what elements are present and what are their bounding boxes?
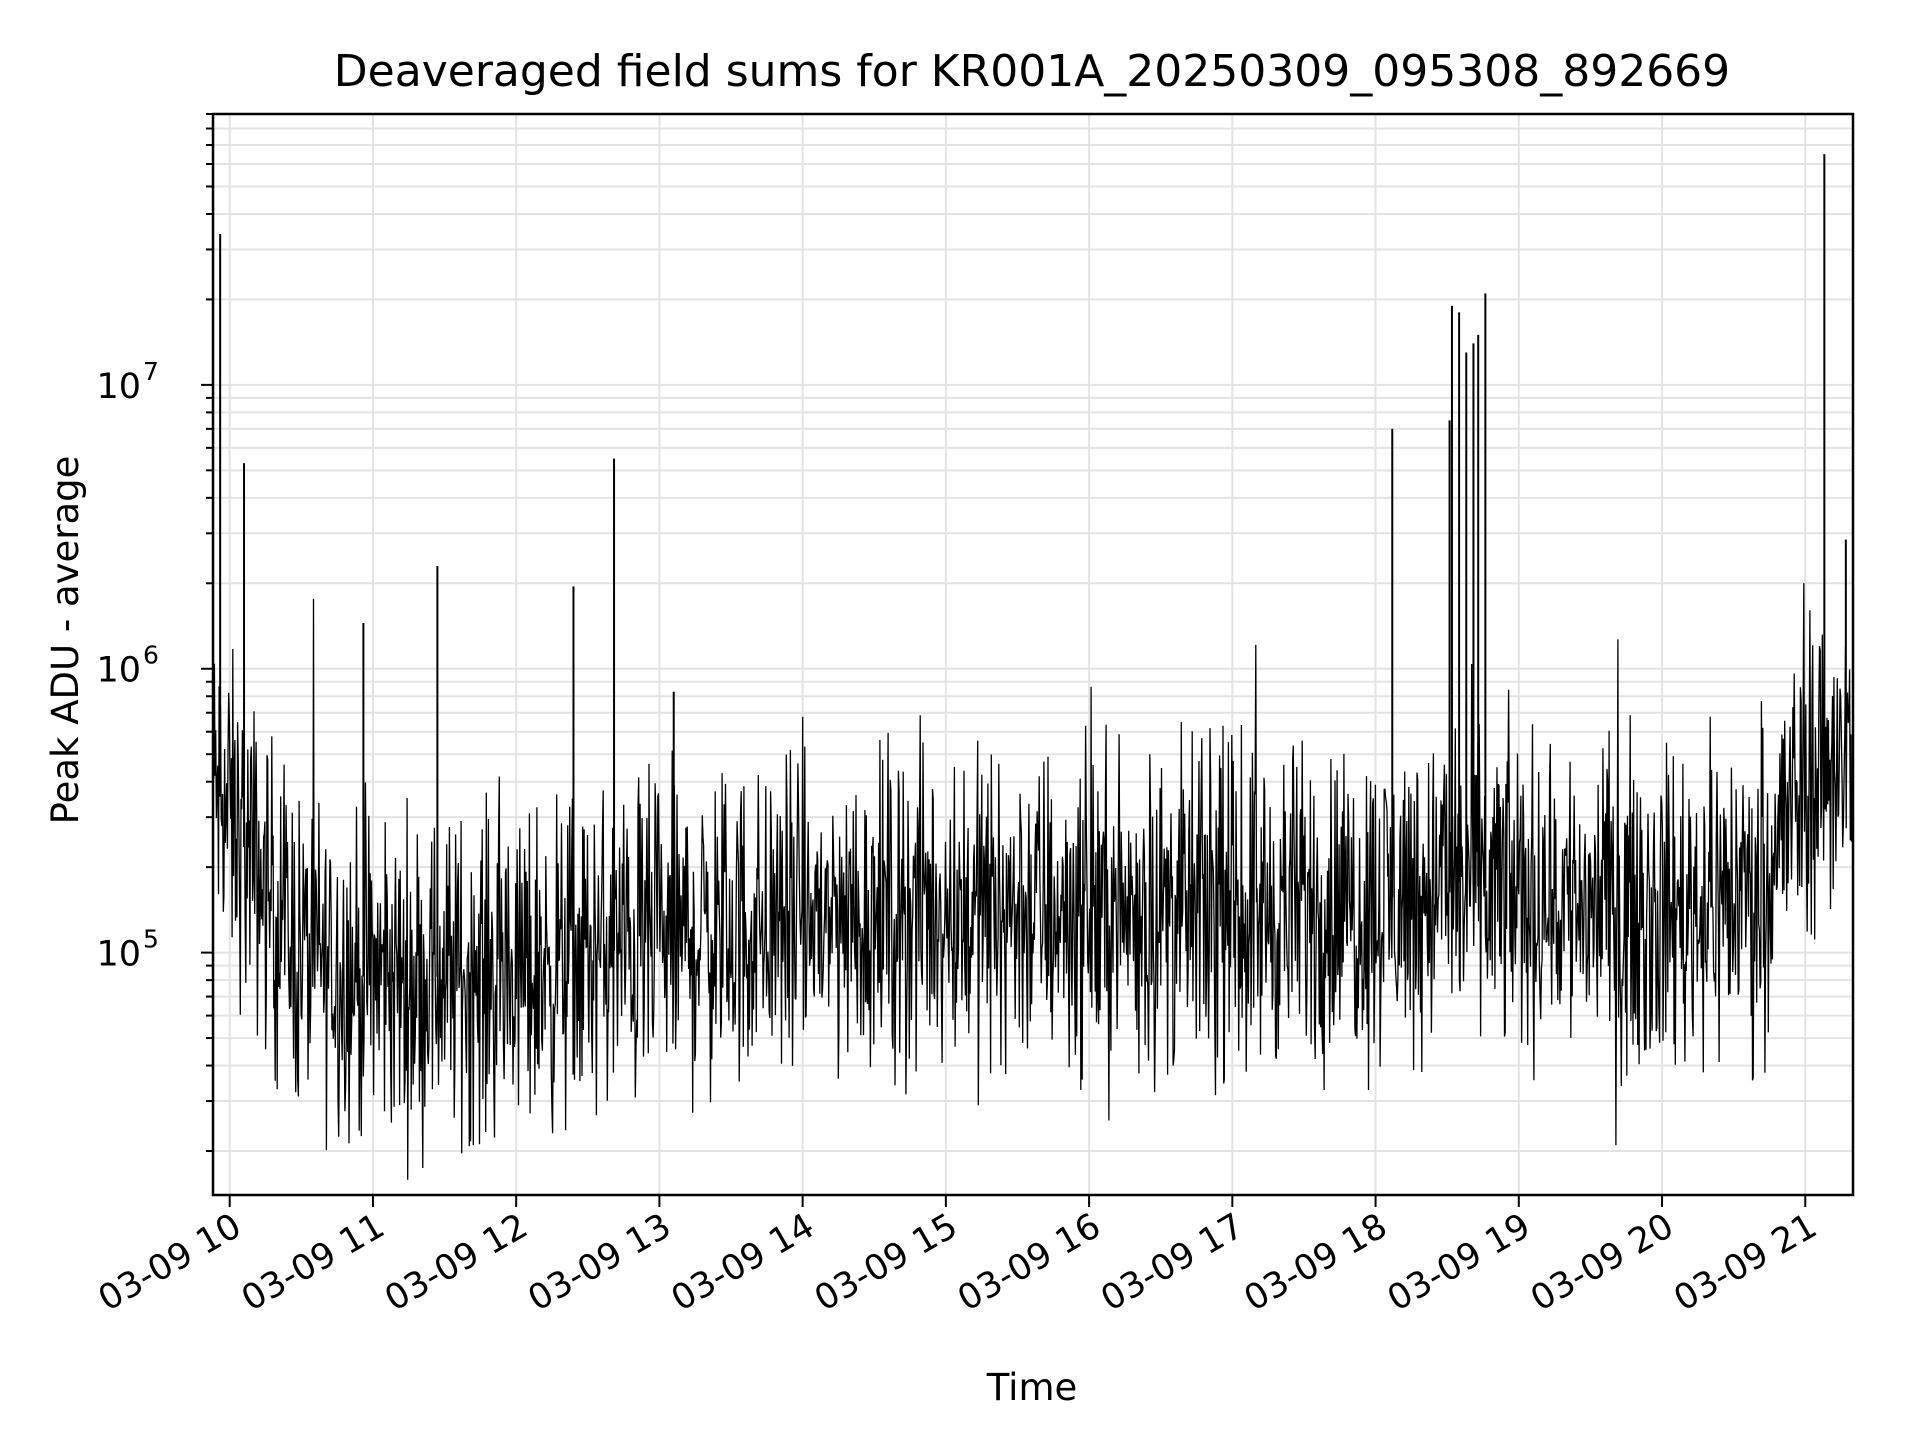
x-tick-label: 03-09 16	[951, 1206, 1107, 1319]
y-tick-label: 10	[96, 651, 141, 691]
x-tick-label: 03-09 21	[1667, 1206, 1823, 1319]
x-axis-label: Time	[986, 1366, 1078, 1409]
plot-frame	[211, 112, 1855, 1197]
x-tick-label: 03-09 13	[522, 1206, 678, 1319]
x-tick-label: 03-09 12	[378, 1206, 534, 1319]
y-tick-exponent: 7	[143, 357, 159, 386]
x-tick-label: 03-09 17	[1095, 1206, 1251, 1319]
x-tick-label: 03-09 18	[1238, 1206, 1394, 1319]
y-tick-label: 10	[96, 367, 141, 407]
y-tick-exponent: 6	[143, 641, 159, 670]
x-tick-label: 03-09 19	[1381, 1206, 1537, 1319]
x-tick-label: 03-09 10	[92, 1206, 248, 1319]
x-tick-label: 03-09 14	[665, 1206, 821, 1319]
x-tick-label: 03-09 20	[1524, 1206, 1680, 1319]
y-tick-exponent: 5	[143, 925, 159, 954]
x-tick-label: 03-09 15	[808, 1206, 964, 1319]
chart-title: Deaveraged field sums for KR001A_2025030…	[334, 46, 1730, 97]
grid	[213, 113, 1853, 1195]
x-tick-label: 03-09 11	[235, 1206, 391, 1319]
series-line	[213, 583, 1853, 1180]
plot-area	[213, 154, 1853, 1180]
y-tick-label: 10	[96, 935, 141, 975]
y-axis-label: Peak ADU - average	[44, 456, 87, 825]
